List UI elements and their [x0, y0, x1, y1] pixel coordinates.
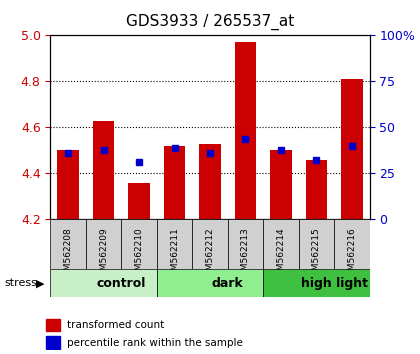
Text: GDS3933 / 265537_at: GDS3933 / 265537_at	[126, 14, 294, 30]
Bar	[164, 146, 185, 219]
Text: GSM562212: GSM562212	[205, 227, 215, 281]
FancyBboxPatch shape	[50, 219, 86, 269]
FancyBboxPatch shape	[228, 219, 263, 269]
Text: transformed count: transformed count	[67, 320, 164, 330]
Text: high light: high light	[301, 277, 368, 290]
FancyBboxPatch shape	[263, 219, 299, 269]
Text: GSM562213: GSM562213	[241, 227, 250, 282]
FancyBboxPatch shape	[334, 219, 370, 269]
Text: GSM562214: GSM562214	[276, 227, 286, 281]
Text: GSM562210: GSM562210	[134, 227, 144, 282]
FancyBboxPatch shape	[263, 269, 370, 297]
FancyBboxPatch shape	[157, 219, 192, 269]
Text: GSM562216: GSM562216	[347, 227, 356, 282]
Text: percentile rank within the sample: percentile rank within the sample	[67, 338, 243, 348]
FancyBboxPatch shape	[157, 269, 263, 297]
FancyBboxPatch shape	[121, 219, 157, 269]
Bar	[129, 183, 150, 219]
FancyBboxPatch shape	[192, 219, 228, 269]
Text: GSM562211: GSM562211	[170, 227, 179, 282]
FancyBboxPatch shape	[50, 269, 157, 297]
Text: GSM562215: GSM562215	[312, 227, 321, 282]
FancyBboxPatch shape	[299, 219, 334, 269]
Bar	[341, 79, 362, 219]
Bar	[200, 143, 221, 219]
Bar	[270, 150, 291, 219]
Text: GSM562208: GSM562208	[64, 227, 73, 282]
Text: GSM562209: GSM562209	[99, 227, 108, 282]
Bar	[306, 160, 327, 219]
Bar	[46, 319, 60, 331]
Bar	[46, 336, 60, 349]
Text: control: control	[97, 277, 146, 290]
Text: stress: stress	[4, 278, 37, 288]
Bar	[58, 150, 79, 219]
Bar	[93, 120, 114, 219]
Text: ▶: ▶	[36, 278, 44, 288]
FancyBboxPatch shape	[86, 219, 121, 269]
Bar	[235, 42, 256, 219]
Text: dark: dark	[212, 277, 244, 290]
